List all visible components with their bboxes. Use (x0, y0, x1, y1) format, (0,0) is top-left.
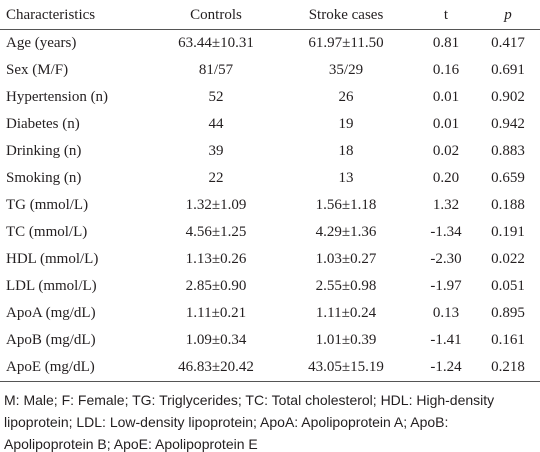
table-cell: 0.051 (491, 278, 525, 294)
table-row: Sex (M/F) 81/57 35/29 0.16 0.691 (0, 57, 540, 84)
table-cell: 0.20 (432, 170, 460, 186)
table-cell: TG (mmol/L) (6, 197, 89, 213)
table-cell: 26 (338, 89, 354, 105)
table-cell: Smoking (n) (6, 170, 82, 186)
table-row: ApoA (mg/dL) 1.11±0.21 1.11±0.24 0.13 0.895 (0, 300, 540, 327)
table-cell: 22 (208, 170, 224, 186)
table-cell: Sex (M/F) (6, 62, 69, 78)
table-cell: 1.03±0.27 (315, 251, 377, 267)
table-cell: 0.01 (432, 89, 460, 105)
table-cell: 0.902 (491, 89, 525, 105)
table-row: TC (mmol/L) 4.56±1.25 4.29±1.36 -1.34 0.191 (0, 219, 540, 246)
table-cell: 1.13±0.26 (185, 251, 247, 267)
table-cell: 2.85±0.90 (185, 278, 247, 294)
table-row: LDL (mmol/L) 2.85±0.90 2.55±0.98 -1.97 0.051 (0, 273, 540, 300)
table-cell: 1.56±1.18 (315, 197, 377, 213)
table-cell: ApoB (mg/dL) (6, 332, 96, 348)
table-row: HDL (mmol/L) 1.13±0.26 1.03±0.27 -2.30 0.022 (0, 246, 540, 273)
table-row: ApoE (mg/dL) 46.83±20.42 43.05±15.19 -1.24 0… (0, 354, 540, 382)
table-cell: 13 (338, 170, 354, 186)
table-cell: 63.44±10.31 (178, 35, 254, 51)
table-cell: 0.191 (491, 224, 525, 240)
table-cell: 0.895 (491, 305, 525, 321)
table-cell: 1.11±0.21 (185, 305, 247, 321)
table-cell: 4.56±1.25 (185, 224, 247, 240)
table-cell: 0.81 (432, 35, 460, 51)
table-cell: 46.83±20.42 (156, 354, 276, 382)
header-cell: Stroke cases (276, 1, 416, 30)
header-cell: Controls (156, 1, 276, 30)
table-cell: 0.16 (432, 62, 460, 78)
table-row: Smoking (n) 22 13 0.20 0.659 (0, 165, 540, 192)
header-row: Characteristics Controls Stroke cases t p (0, 1, 540, 30)
table-cell: ApoA (mg/dL) (6, 305, 96, 321)
table-cell: 1.32 (432, 197, 460, 213)
table-cell: 52 (208, 89, 224, 105)
table-cell: 0.161 (491, 332, 525, 348)
table-cell: 0.883 (491, 143, 525, 159)
table-row: TG (mmol/L) 1.32±1.09 1.56±1.18 1.32 0.188 (0, 192, 540, 219)
table-cell: 0.691 (491, 62, 525, 78)
table-cell: 61.97±11.50 (308, 35, 384, 51)
table-cell: 19 (338, 116, 354, 132)
table-cell: 18 (338, 143, 354, 159)
table-cell: 0.022 (491, 251, 525, 267)
table-cell: -1.34 (430, 224, 462, 240)
table-cell: 0.188 (491, 197, 525, 213)
table-cell: -1.97 (430, 278, 462, 294)
table-row: Hypertension (n) 52 26 0.01 0.902 (0, 84, 540, 111)
table-cell: 1.32±1.09 (185, 197, 247, 213)
table-row: Age (years) 63.44±10.31 61.97±11.50 0.81 0.4… (0, 30, 540, 58)
table-cell: 43.05±15.19 (276, 354, 416, 382)
table-cell: 2.55±0.98 (315, 278, 377, 294)
table-cell: HDL (mmol/L) (6, 251, 99, 267)
table-cell: 0.942 (491, 116, 525, 132)
table-cell: 35/29 (328, 62, 364, 78)
table-cell: -1.41 (430, 332, 462, 348)
data-table: Characteristics Controls Stroke cases t p Ag… (0, 1, 540, 382)
table-cell: Drinking (n) (6, 143, 82, 159)
table-cell: 1.01±0.39 (315, 332, 377, 348)
header-cell: Characteristics (0, 1, 156, 30)
footnote: M: Male; F: Female; TG: Triglycerides; T… (4, 392, 495, 452)
table-row: ApoB (mg/dL) 1.09±0.34 1.01±0.39 -1.41 0.161 (0, 327, 540, 354)
table-cell: -1.24 (416, 354, 476, 382)
table-cell: Age (years) (6, 35, 77, 51)
table-cell: 0.218 (476, 354, 540, 382)
table-cell: 0.417 (491, 35, 525, 51)
table-cell: ApoE (mg/dL) (0, 354, 156, 382)
table-cell: TC (mmol/L) (6, 224, 88, 240)
table-cell: 1.09±0.34 (185, 332, 247, 348)
table-cell: 0.13 (432, 305, 460, 321)
table-cell: LDL (mmol/L) (6, 278, 97, 294)
table-cell: 4.29±1.36 (315, 224, 377, 240)
table-cell: 0.01 (432, 116, 460, 132)
table-cell: Hypertension (n) (6, 89, 109, 105)
header-cell: t (416, 1, 476, 30)
table-cell: 1.11±0.24 (315, 305, 377, 321)
table-cell: 0.02 (432, 143, 460, 159)
table-cell: 39 (208, 143, 224, 159)
table-row: Drinking (n) 39 18 0.02 0.883 (0, 138, 540, 165)
table-cell: 44 (208, 116, 224, 132)
table-body: Age (years) 63.44±10.31 61.97±11.50 0.81 0.4… (0, 30, 540, 382)
header-cell: p (476, 1, 540, 30)
table-cell: -2.30 (430, 251, 462, 267)
table-cell: Diabetes (n) (6, 116, 80, 132)
table-cell: 81/57 (198, 62, 234, 78)
table-row: Diabetes (n) 44 19 0.01 0.942 (0, 111, 540, 138)
table-cell: 0.659 (491, 170, 525, 186)
